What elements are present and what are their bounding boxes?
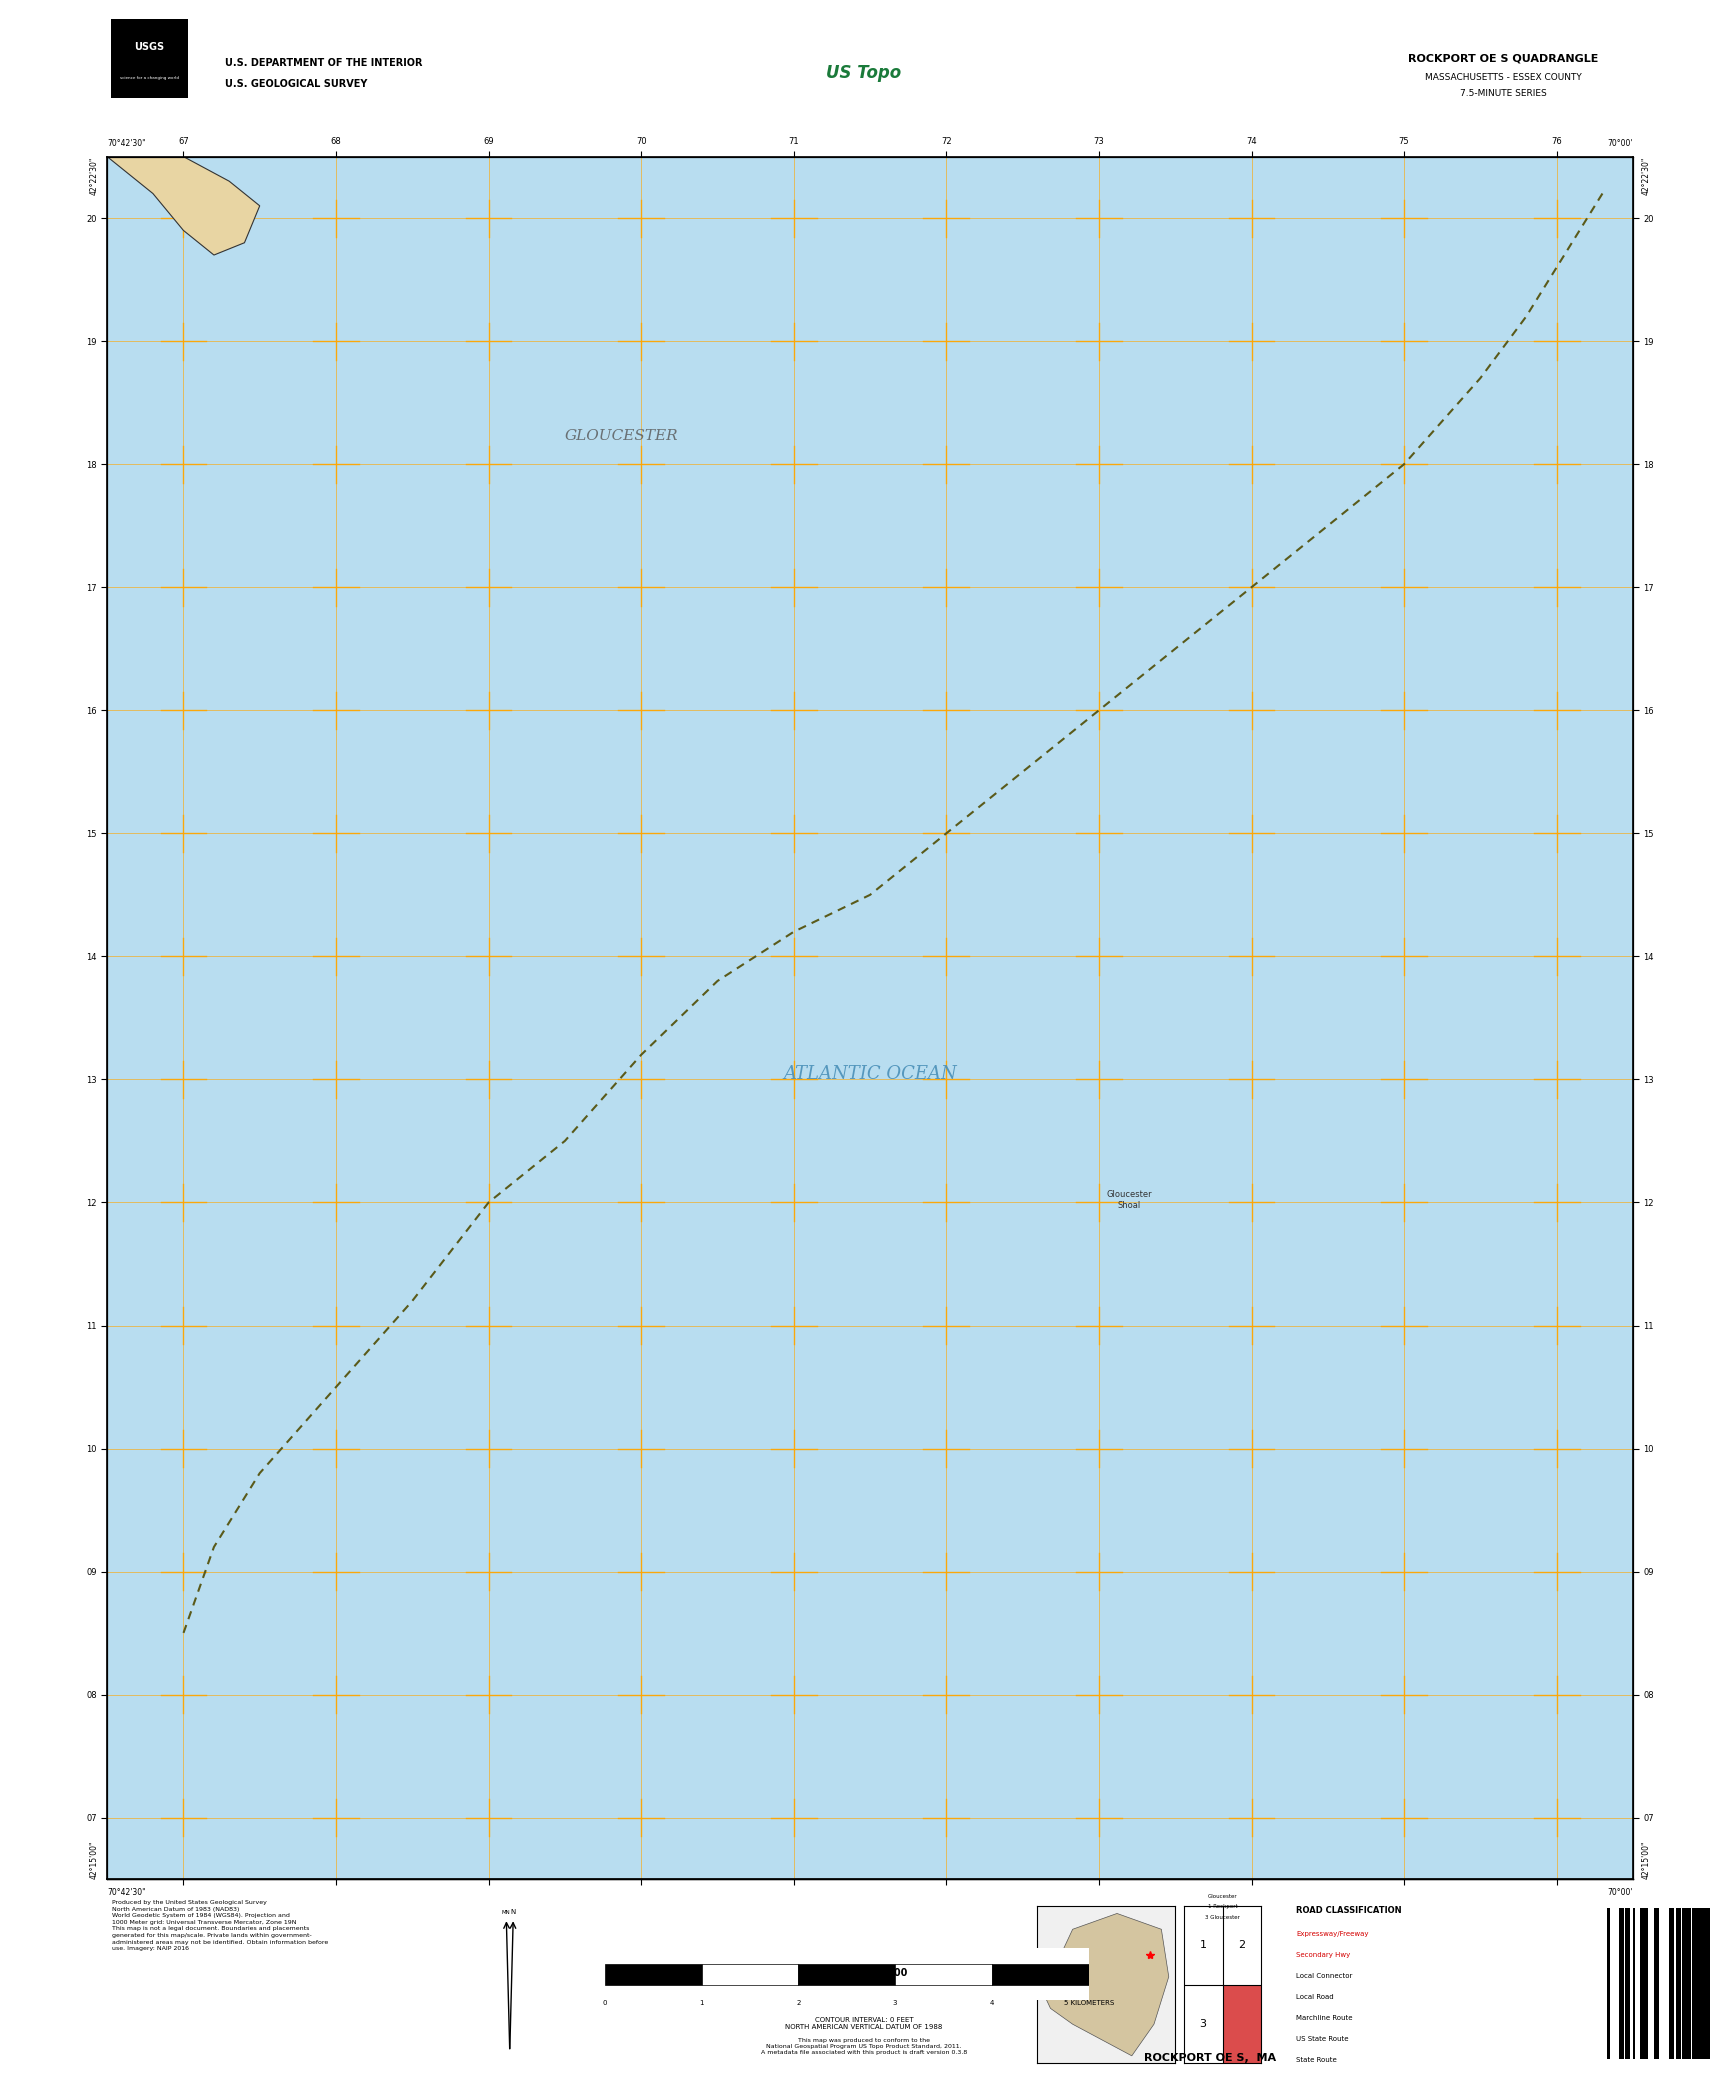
Text: GLOUCESTER: GLOUCESTER bbox=[565, 428, 679, 443]
Bar bbox=[1222, 1984, 1261, 2063]
Text: 42°15'00": 42°15'00" bbox=[90, 1842, 98, 1879]
Text: 2: 2 bbox=[1239, 1940, 1246, 1950]
Text: 70°42'30": 70°42'30" bbox=[107, 1888, 145, 1896]
Text: N: N bbox=[510, 1908, 517, 1915]
Text: Gloucester: Gloucester bbox=[1208, 1894, 1237, 1898]
Text: Marchline Route: Marchline Route bbox=[1296, 2015, 1353, 2021]
Bar bbox=[1683, 1908, 1687, 2059]
Text: ATLANTIC OCEAN: ATLANTIC OCEAN bbox=[783, 1065, 957, 1084]
Text: U.S. DEPARTMENT OF THE INTERIOR: U.S. DEPARTMENT OF THE INTERIOR bbox=[225, 58, 422, 67]
Text: 42°22'30": 42°22'30" bbox=[90, 157, 98, 194]
Text: 3: 3 bbox=[893, 2000, 897, 2007]
Text: 0: 0 bbox=[603, 2000, 607, 2007]
Bar bbox=[1607, 1908, 1609, 2059]
Bar bbox=[1700, 1908, 1706, 2059]
Bar bbox=[605, 1963, 702, 1984]
Text: science for a changing world: science for a changing world bbox=[119, 77, 180, 79]
Text: US Topo: US Topo bbox=[826, 65, 902, 81]
Text: ROCKPORT OE S QUADRANGLE: ROCKPORT OE S QUADRANGLE bbox=[1408, 54, 1598, 63]
Text: 3: 3 bbox=[1199, 2019, 1206, 2030]
Bar bbox=[1642, 1908, 1647, 2059]
Text: 1: 1 bbox=[700, 2000, 703, 2007]
Text: MASSACHUSETTS - ESSEX COUNTY: MASSACHUSETTS - ESSEX COUNTY bbox=[1426, 73, 1581, 81]
Bar bbox=[1645, 1908, 1649, 2059]
Text: ROAD CLASSIFICATION: ROAD CLASSIFICATION bbox=[1296, 1906, 1401, 1915]
Bar bbox=[1707, 1908, 1709, 2059]
Text: Local Connector: Local Connector bbox=[1296, 1973, 1353, 1979]
Text: ROCKPORT OE S,  MA: ROCKPORT OE S, MA bbox=[1144, 2053, 1275, 2063]
Text: 42°15'00": 42°15'00" bbox=[1642, 1842, 1650, 1879]
Bar bbox=[1619, 1908, 1624, 2059]
Text: US State Route: US State Route bbox=[1296, 2036, 1348, 2042]
Bar bbox=[1628, 1908, 1630, 2059]
Text: 70°00': 70°00' bbox=[1607, 140, 1633, 148]
Text: 7.5-MINUTE SERIES: 7.5-MINUTE SERIES bbox=[1460, 90, 1547, 98]
Bar bbox=[702, 1963, 798, 1984]
Bar bbox=[1687, 1908, 1690, 2059]
Bar bbox=[992, 1963, 1089, 1984]
Text: 42°22'30": 42°22'30" bbox=[1642, 157, 1650, 194]
Text: Produced by the United States Geological Survey
North American Datum of 1983 (NA: Produced by the United States Geological… bbox=[112, 1900, 328, 1959]
Bar bbox=[1704, 1908, 1709, 2059]
Bar bbox=[798, 1963, 895, 1984]
Bar bbox=[1669, 1908, 1674, 2059]
Text: 2: 2 bbox=[797, 2000, 800, 2007]
Bar bbox=[895, 1963, 992, 1984]
Text: Local Road: Local Road bbox=[1296, 1994, 1334, 2000]
Bar bbox=[1695, 1908, 1697, 2059]
Text: 3 Gloucester: 3 Gloucester bbox=[1204, 1915, 1241, 1919]
Polygon shape bbox=[107, 157, 259, 255]
Polygon shape bbox=[1044, 1913, 1168, 2057]
Bar bbox=[1692, 1908, 1695, 2059]
Text: 1 Rockport: 1 Rockport bbox=[1208, 1904, 1237, 1908]
Text: Gloucester
Shoal: Gloucester Shoal bbox=[1106, 1190, 1153, 1209]
Text: U.S. GEOLOGICAL SURVEY: U.S. GEOLOGICAL SURVEY bbox=[225, 79, 366, 88]
Text: SCALE 1:24,000: SCALE 1:24,000 bbox=[821, 1969, 907, 1977]
Bar bbox=[1633, 1908, 1635, 2059]
Text: 70°00': 70°00' bbox=[1607, 1888, 1633, 1896]
Text: Expressway/Freeway: Expressway/Freeway bbox=[1296, 1931, 1369, 1938]
Text: 1: 1 bbox=[1199, 1940, 1206, 1950]
Text: 70°42'30": 70°42'30" bbox=[107, 140, 145, 148]
Bar bbox=[1640, 1908, 1642, 2059]
Bar bbox=[1697, 1908, 1702, 2059]
Bar bbox=[1676, 1908, 1681, 2059]
Text: CONTOUR INTERVAL: 0 FEET
NORTH AMERICAN VERTICAL DATUM OF 1988: CONTOUR INTERVAL: 0 FEET NORTH AMERICAN … bbox=[785, 2017, 943, 2030]
Bar bbox=[1654, 1908, 1659, 2059]
Bar bbox=[1624, 1908, 1628, 2059]
Text: 5 KILOMETERS: 5 KILOMETERS bbox=[1063, 2000, 1115, 2007]
Text: 4: 4 bbox=[990, 2000, 994, 2007]
Text: MN: MN bbox=[501, 1911, 511, 1915]
Text: USGS: USGS bbox=[135, 42, 164, 52]
Text: State Route: State Route bbox=[1296, 2057, 1337, 2063]
Text: Secondary Hwy: Secondary Hwy bbox=[1296, 1952, 1350, 1959]
Text: This map was produced to conform to the
National Geospatial Program US Topo Prod: This map was produced to conform to the … bbox=[760, 2038, 968, 2055]
